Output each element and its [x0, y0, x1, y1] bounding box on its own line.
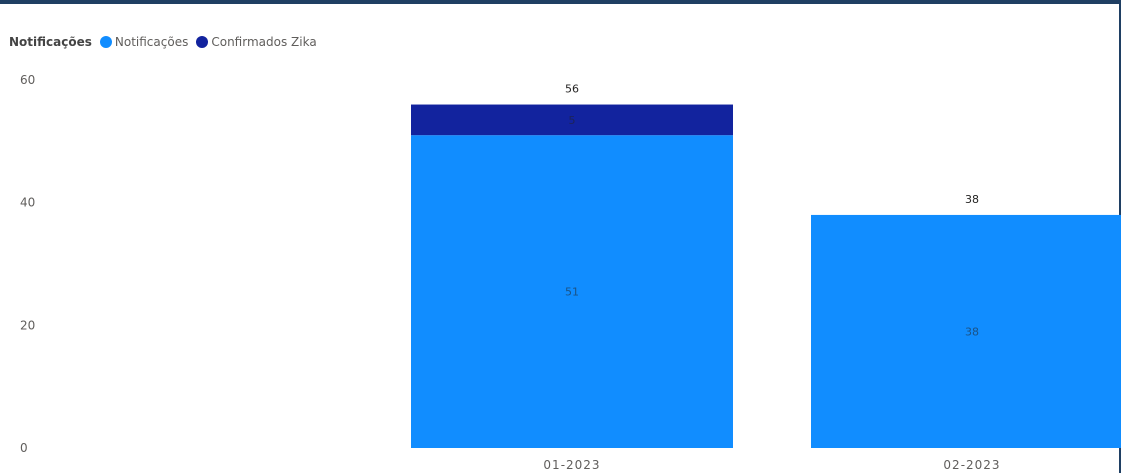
y-tick-label: 60: [20, 73, 35, 87]
bar-segment-confirmados-zika[interactable]: [411, 104, 733, 136]
bar-segment-notificacoes[interactable]: [811, 214, 1121, 448]
total-label: 56: [565, 83, 579, 96]
data-label: 5: [569, 114, 576, 127]
total-label: 38: [965, 193, 979, 206]
legend-title: Notificações: [9, 35, 92, 49]
x-tick-label: 02-2023: [943, 458, 1000, 472]
bar-segment-notificacoes[interactable]: [411, 135, 733, 448]
legend-swatch-confirmados-zika: [196, 36, 209, 48]
x-tick-label: 01-2023: [543, 458, 600, 472]
legend-item-notificacoes[interactable]: Notificações: [99, 35, 189, 49]
y-tick-label: 20: [20, 318, 35, 332]
top-border: [0, 0, 1121, 4]
chart-legend: Notificações Notificações Confirmados Zi…: [9, 33, 325, 51]
legend-swatch-notificacoes: [99, 36, 112, 48]
data-label: 51: [565, 286, 579, 299]
legend-label-notificacoes: Notificações: [114, 35, 189, 49]
y-tick-label: 0: [20, 441, 28, 455]
legend-label-confirmados-zika: Confirmados Zika: [211, 35, 317, 49]
data-label: 38: [965, 325, 979, 338]
legend-item-confirmados-zika[interactable]: Confirmados Zika: [196, 35, 317, 49]
y-tick-label: 40: [20, 196, 35, 210]
